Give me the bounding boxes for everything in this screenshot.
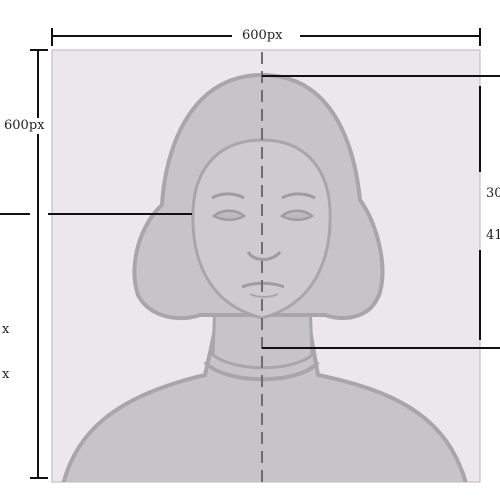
right-label-2: 41 <box>486 228 500 244</box>
portrait-silhouette <box>61 52 468 482</box>
height-dimension <box>30 49 48 479</box>
left-eye <box>211 209 247 221</box>
width-label: 600px <box>242 28 283 44</box>
nose <box>246 250 282 261</box>
lower-lip <box>249 293 279 298</box>
left-eyebrow <box>211 192 245 200</box>
right-eyebrow <box>281 192 316 200</box>
height-label: 600px <box>4 118 45 134</box>
torso-shape <box>61 328 468 482</box>
width-dimension <box>51 28 481 46</box>
left-label-2: x <box>2 367 10 383</box>
right-label-1: 30 <box>486 186 500 202</box>
left-label-1: x <box>2 322 10 338</box>
right-eye <box>279 209 315 221</box>
